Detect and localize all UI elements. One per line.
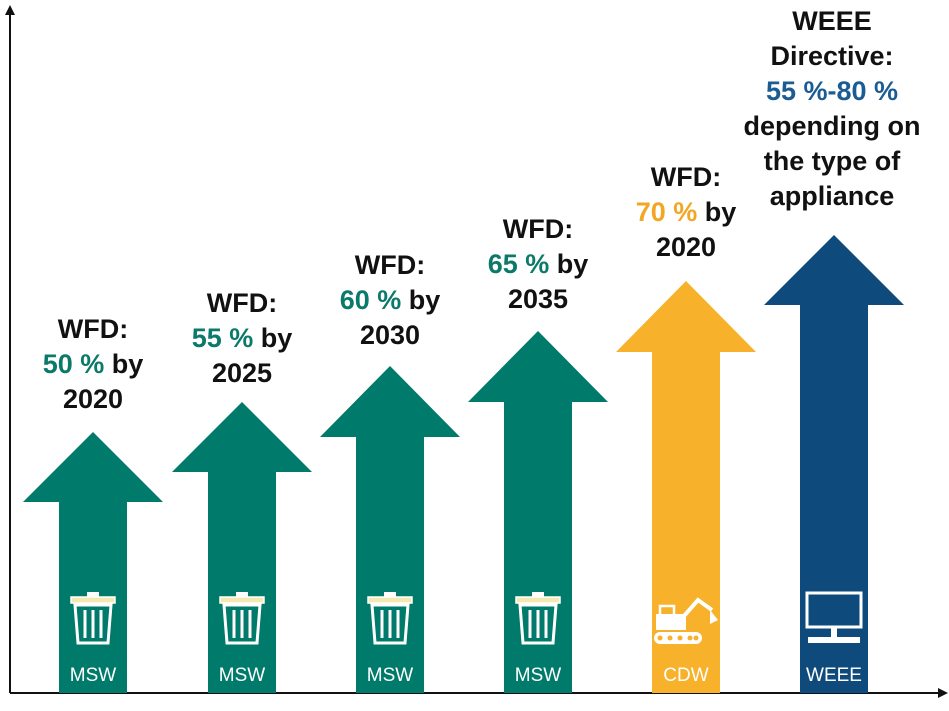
- label-text: 2020: [62, 384, 124, 414]
- percentage-value: 60 %: [339, 285, 402, 315]
- category-label: MSW: [70, 665, 117, 686]
- category-label: WEEE: [806, 665, 862, 686]
- label-text: depending on: [743, 111, 921, 141]
- arrow-weee-6: WEEE: [764, 235, 904, 693]
- label-text: the type of: [763, 146, 901, 176]
- label-text: WFD:: [650, 162, 722, 192]
- label-line: WFD:: [611, 160, 761, 195]
- computer-monitor-icon: [805, 591, 863, 643]
- category-label: MSW: [367, 665, 414, 686]
- label-line: 70 % by: [611, 195, 761, 230]
- label-line: 2025: [172, 356, 312, 391]
- arrow-label-6: WEEE Directive: 55 %-80 % depending on the t…: [717, 4, 947, 214]
- label-line: 2035: [468, 282, 608, 317]
- label-line: depending on: [717, 109, 947, 144]
- arrow-label-5: WFD: 70 % by 2020: [611, 160, 761, 265]
- label-line: WFD:: [172, 286, 312, 321]
- percentage-value: 50 %: [42, 349, 105, 379]
- arrow-label-3: WFD: 60 % by 2030: [320, 248, 460, 353]
- percentage-value: 55 %: [191, 323, 254, 353]
- label-text: WFD:: [57, 314, 129, 344]
- arrow-msw-3: MSW: [320, 366, 460, 693]
- label-line: 65 % by: [468, 247, 608, 282]
- label-line: 2030: [320, 318, 460, 353]
- trash-bin-icon: [367, 592, 413, 645]
- label-text: 2030: [359, 320, 421, 350]
- label-text: WEEE: [792, 6, 872, 36]
- label-text: appliance: [769, 181, 895, 211]
- label-text: Directive:: [770, 41, 894, 71]
- arrow-label-4: WFD: 65 % by 2035: [468, 212, 608, 317]
- arrow-msw-4: MSW: [468, 331, 608, 693]
- arrow-shape: [320, 366, 460, 693]
- label-line: 50 % by: [23, 347, 163, 382]
- label-text: WFD:: [502, 214, 574, 244]
- label-text: by: [549, 249, 589, 279]
- category-label: MSW: [219, 665, 266, 686]
- label-line: 60 % by: [320, 283, 460, 318]
- trash-bin-icon: [70, 592, 116, 645]
- label-line: WFD:: [23, 312, 163, 347]
- label-text: by: [104, 349, 144, 379]
- label-line: Directive:: [717, 39, 947, 74]
- label-line: 55 %-80 %: [717, 74, 947, 109]
- category-label: MSW: [515, 665, 562, 686]
- label-line: 2020: [611, 230, 761, 265]
- label-line: the type of: [717, 144, 947, 179]
- label-line: 2020: [23, 382, 163, 417]
- label-text: 2025: [211, 358, 273, 388]
- label-text: WFD:: [354, 250, 426, 280]
- arrow-shape: [468, 331, 608, 693]
- label-text: WFD:: [206, 288, 278, 318]
- arrow-label-2: WFD: 55 % by 2025: [172, 286, 312, 391]
- trash-bin-icon: [219, 592, 265, 645]
- excavator-icon: [654, 597, 718, 644]
- label-line: WFD:: [320, 248, 460, 283]
- arrow-shape: [616, 281, 756, 693]
- arrow-msw-1: MSW: [23, 432, 163, 693]
- percentage-value: 70 %: [635, 197, 698, 227]
- label-text: 2035: [507, 284, 569, 314]
- trash-bin-icon: [515, 592, 561, 645]
- label-text: by: [253, 323, 293, 353]
- label-line: WFD:: [468, 212, 608, 247]
- label-text: 2020: [655, 232, 717, 262]
- arrow-msw-2: MSW: [172, 402, 312, 693]
- arrow-shape: [23, 432, 163, 693]
- label-line: 55 % by: [172, 321, 312, 356]
- label-text: by: [697, 197, 737, 227]
- arrow-shape: [764, 235, 904, 693]
- arrow-label-1: WFD: 50 % by 2020: [23, 312, 163, 417]
- label-line: WEEE: [717, 4, 947, 39]
- percentage-value: 55 %-80 %: [765, 76, 899, 106]
- arrow-cdw-5: CDW: [616, 281, 756, 693]
- label-text: by: [401, 285, 441, 315]
- arrows-layer: MSW MSW MSW MSW CDW WEEE: [23, 235, 904, 693]
- category-label: CDW: [663, 665, 708, 686]
- arrow-shape: [172, 402, 312, 693]
- label-line: appliance: [717, 179, 947, 214]
- percentage-value: 65 %: [487, 249, 550, 279]
